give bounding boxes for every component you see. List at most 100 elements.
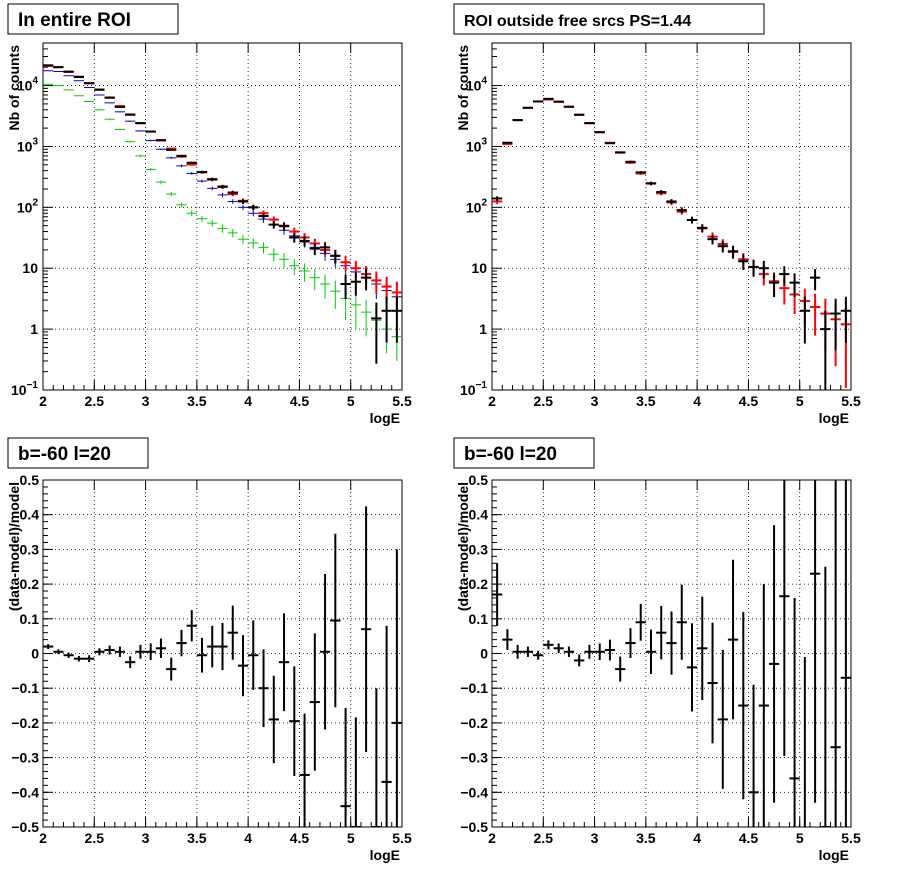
data-point bbox=[595, 131, 605, 132]
data-point bbox=[289, 666, 299, 776]
y-tick-exp: 2 bbox=[32, 197, 38, 208]
data-point bbox=[605, 142, 615, 144]
y-axis-title: Nb of counts bbox=[455, 45, 471, 131]
data-point bbox=[789, 598, 799, 827]
data-point bbox=[779, 480, 789, 756]
y-tick-label: 102 bbox=[17, 197, 39, 215]
y-tick-label: 10−1 bbox=[460, 380, 487, 398]
data-point bbox=[392, 549, 402, 827]
x-tick-label: 5 bbox=[796, 393, 804, 409]
x-tick-label: 4 bbox=[693, 393, 701, 409]
y-axis-title: Nb of counts bbox=[6, 45, 22, 131]
y-tick-base: 10 bbox=[460, 382, 476, 398]
data-point bbox=[513, 645, 523, 659]
y-tick-exp: 3 bbox=[481, 136, 487, 147]
x-axis-title: logE bbox=[370, 847, 400, 863]
x-axis-title: logE bbox=[370, 410, 400, 426]
data-point bbox=[656, 606, 666, 659]
series-group bbox=[43, 506, 402, 827]
y-axis-title: (data-model)/model bbox=[455, 482, 471, 611]
data-point bbox=[697, 597, 707, 700]
data-point bbox=[492, 563, 502, 625]
data-point bbox=[636, 604, 646, 641]
data-point bbox=[707, 623, 717, 744]
x-tick-label: 3 bbox=[591, 830, 599, 846]
x-tick-label: 3 bbox=[142, 393, 150, 409]
data-point bbox=[492, 196, 502, 201]
data-point bbox=[381, 297, 391, 343]
data-point bbox=[748, 685, 758, 827]
data-point bbox=[625, 161, 635, 163]
data-point bbox=[543, 640, 553, 649]
x-tick-label: 3 bbox=[591, 393, 599, 409]
data-point bbox=[769, 525, 779, 803]
x-tick-label: 2 bbox=[39, 830, 47, 846]
data-point bbox=[330, 534, 340, 708]
data-point bbox=[361, 269, 371, 290]
panel-title: b=-60 l=20 bbox=[464, 444, 557, 465]
y-tick-label: −0.1 bbox=[460, 680, 488, 696]
data-point bbox=[207, 187, 217, 191]
data-point bbox=[94, 648, 104, 655]
data-point bbox=[238, 635, 248, 696]
series-group bbox=[492, 99, 851, 390]
data-point bbox=[789, 273, 799, 297]
data-point bbox=[176, 630, 186, 656]
data-point bbox=[115, 111, 125, 112]
y-tick-label: 10 bbox=[22, 260, 38, 276]
y-tick-label: 0 bbox=[31, 646, 39, 662]
y-axis-title: (data-model)/model bbox=[6, 482, 22, 611]
x-axis-title: logE bbox=[819, 847, 849, 863]
data-point bbox=[687, 217, 697, 224]
y-tick-label: −0.5 bbox=[460, 819, 488, 835]
data-point bbox=[135, 645, 145, 659]
x-tick-label: 2.5 bbox=[534, 393, 554, 409]
data-point bbox=[166, 149, 176, 151]
x-tick-label: 2 bbox=[39, 393, 47, 409]
y-tick-label: −0.2 bbox=[460, 715, 488, 731]
x-tick-label: 2.5 bbox=[85, 830, 105, 846]
data-point bbox=[94, 89, 104, 90]
data-point bbox=[666, 612, 676, 675]
data-point bbox=[320, 275, 330, 299]
data-point bbox=[166, 192, 176, 196]
data-point bbox=[340, 708, 350, 827]
x-tick-label: 2.5 bbox=[85, 393, 105, 409]
x-tick-label: 4.5 bbox=[739, 393, 759, 409]
data-point bbox=[820, 311, 830, 390]
y-tick-label: 0 bbox=[480, 646, 488, 662]
data-point bbox=[74, 80, 84, 81]
data-point bbox=[800, 297, 810, 344]
x-tick-label: 2 bbox=[488, 830, 496, 846]
data-point bbox=[248, 621, 258, 690]
data-point bbox=[554, 101, 564, 102]
data-point bbox=[176, 155, 186, 157]
data-point bbox=[217, 193, 227, 197]
data-point bbox=[125, 141, 135, 143]
x-tick-label: 3.5 bbox=[187, 830, 207, 846]
data-point bbox=[584, 123, 594, 124]
plot-frame bbox=[492, 43, 851, 390]
panel-title: ROI outside free srcs PS=1.44 bbox=[464, 13, 691, 30]
data-point bbox=[74, 656, 84, 662]
data-point bbox=[115, 107, 125, 108]
y-tick-label: 102 bbox=[466, 197, 488, 215]
data-point bbox=[351, 292, 361, 329]
data-point bbox=[533, 101, 543, 102]
data-point bbox=[820, 567, 830, 827]
data-point bbox=[146, 140, 156, 142]
data-point bbox=[105, 646, 115, 655]
data-point bbox=[187, 162, 197, 164]
data-point bbox=[125, 656, 135, 668]
data-point bbox=[748, 260, 758, 277]
y-tick-label: 10 bbox=[471, 260, 487, 276]
data-point bbox=[84, 101, 94, 102]
y-tick-label: 0.3 bbox=[20, 541, 40, 557]
data-point bbox=[156, 181, 166, 184]
data-point bbox=[64, 75, 74, 76]
data-point bbox=[646, 630, 656, 674]
x-tick-label: 4.5 bbox=[739, 830, 759, 846]
data-point bbox=[523, 107, 533, 108]
y-tick-base: 10 bbox=[466, 199, 482, 215]
data-point bbox=[84, 83, 94, 84]
